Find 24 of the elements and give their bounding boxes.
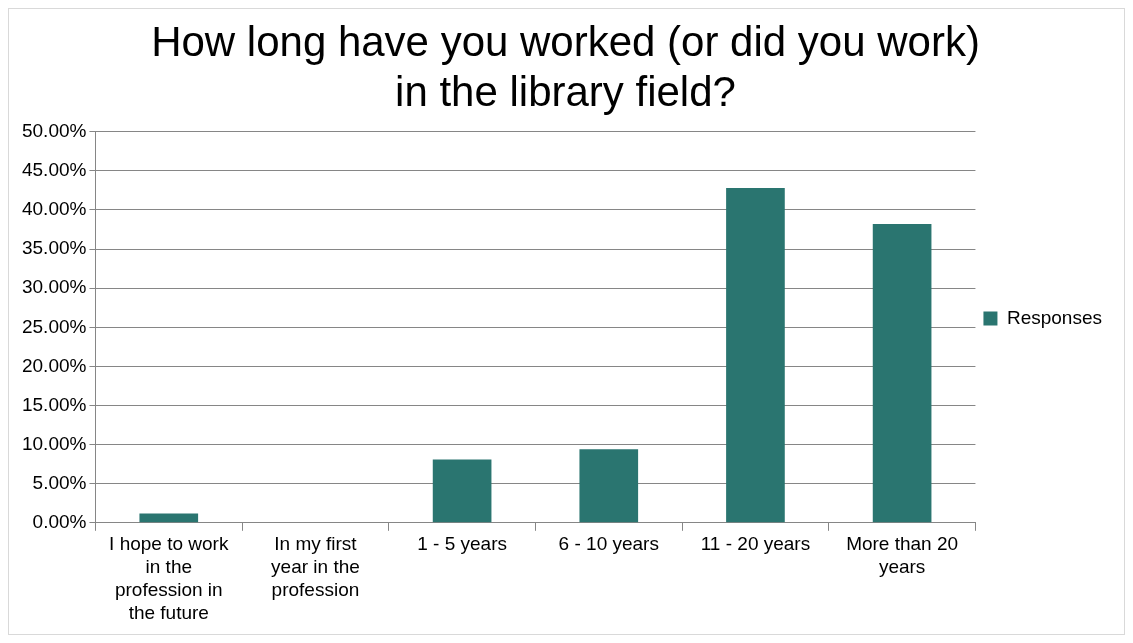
y-tick-label: 0.00% xyxy=(32,511,87,533)
y-tick-label: 35.00% xyxy=(21,237,87,259)
y-tick-label: 15.00% xyxy=(21,393,87,415)
bar xyxy=(432,459,492,523)
y-tick-label: 40.00% xyxy=(21,198,87,220)
y-tick-label: 25.00% xyxy=(21,315,87,337)
y-tick-label: 45.00% xyxy=(21,159,87,181)
y-tick-label: 20.00% xyxy=(21,354,87,376)
y-tick-label: 50.00% xyxy=(21,120,87,142)
bar xyxy=(872,224,932,523)
bar xyxy=(726,188,785,523)
y-tick-label: 30.00% xyxy=(21,276,87,298)
y-tick-label: 5.00% xyxy=(32,471,87,493)
bar xyxy=(579,449,639,523)
x-tick-label: 1 - 5 years xyxy=(417,533,507,555)
x-tick-label: 11 - 20 years xyxy=(700,533,811,555)
bar xyxy=(139,513,199,523)
chart-title: How long have you worked (or did you work) in the library field? xyxy=(151,17,980,116)
y-tick-label: 10.00% xyxy=(21,432,87,454)
x-tick-label: 6 - 10 years xyxy=(558,533,659,555)
x-tick-label: In my first year in the profession xyxy=(271,533,360,601)
x-tick-label: I hope to work in the profession in the future xyxy=(109,533,229,623)
x-tick-label: More than 20 years xyxy=(846,533,959,578)
legend-label: Responses xyxy=(1006,306,1103,328)
